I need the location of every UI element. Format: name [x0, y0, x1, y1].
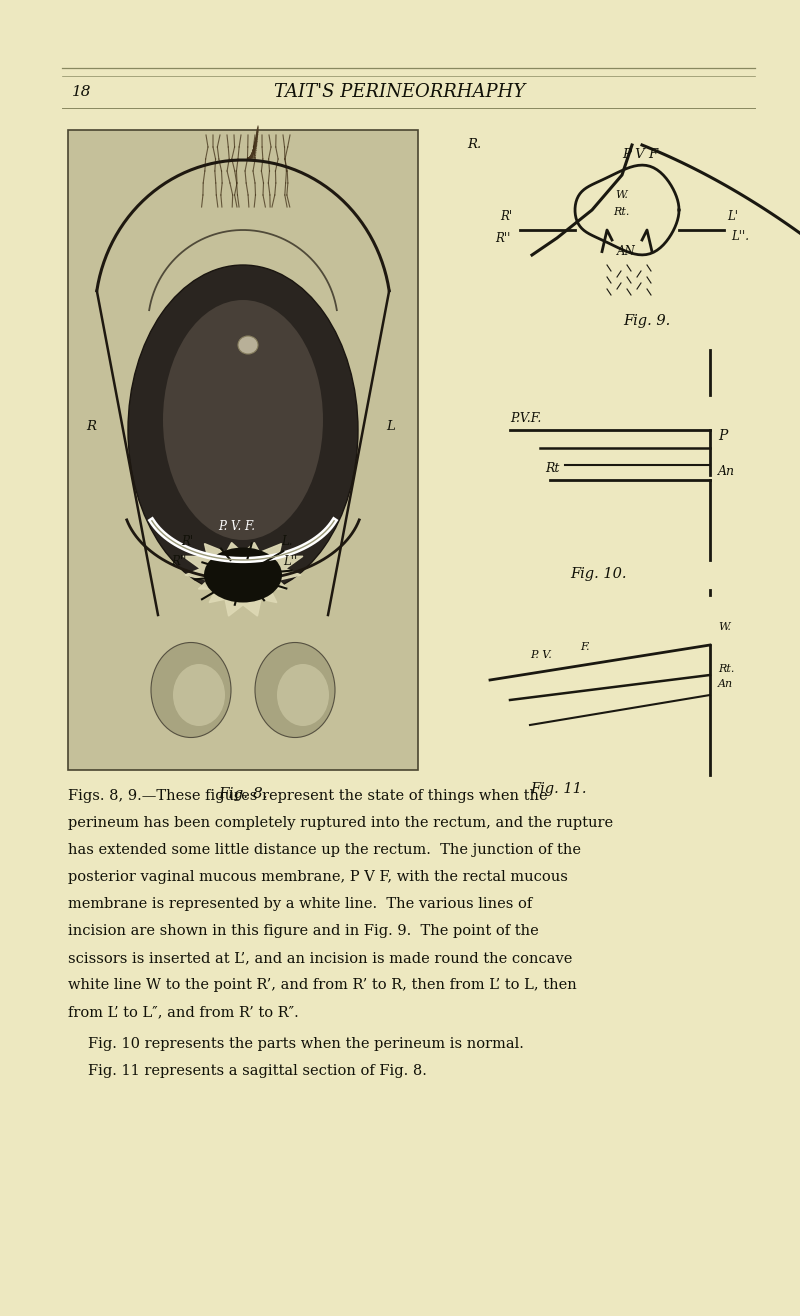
- Text: Rt.: Rt.: [613, 207, 630, 217]
- Text: P. V. F.: P. V. F.: [218, 520, 255, 533]
- Text: R'': R'': [495, 232, 510, 245]
- Text: Fig. 9.: Fig. 9.: [623, 315, 670, 328]
- Text: W.: W.: [615, 190, 628, 200]
- Text: L: L: [386, 420, 394, 433]
- Ellipse shape: [128, 265, 358, 595]
- Text: Rt.: Rt.: [718, 665, 734, 674]
- Text: Fig. 10 represents the parts when the perineum is normal.: Fig. 10 represents the parts when the pe…: [88, 1037, 524, 1051]
- Text: P. V.: P. V.: [530, 650, 552, 661]
- Text: 18: 18: [72, 86, 91, 99]
- Text: An: An: [718, 465, 735, 478]
- Polygon shape: [183, 542, 303, 616]
- Text: P V F: P V F: [622, 147, 658, 161]
- Text: incision are shown in this figure and in Fig. 9.  The point of the: incision are shown in this figure and in…: [68, 924, 538, 938]
- Bar: [68, 130, 418, 770]
- Ellipse shape: [151, 642, 231, 737]
- Text: L'': L'': [283, 555, 298, 569]
- Text: R': R': [181, 536, 193, 547]
- Text: from L’ to L″, and from R’ to R″.: from L’ to L″, and from R’ to R″.: [68, 1005, 298, 1019]
- Text: R'': R'': [171, 555, 186, 569]
- Text: white line W to the point R’, and from R’ to R, then from L’ to L, then: white line W to the point R’, and from R…: [68, 978, 577, 992]
- Text: R': R': [500, 211, 512, 222]
- Ellipse shape: [277, 665, 329, 726]
- Text: L''.: L''.: [731, 230, 749, 243]
- Text: AN: AN: [617, 245, 636, 258]
- Text: Fig. 8.: Fig. 8.: [218, 787, 268, 801]
- Text: scissors is inserted at L’, and an incision is made round the concave: scissors is inserted at L’, and an incis…: [68, 951, 572, 965]
- Text: membrane is represented by a white line.  The various lines of: membrane is represented by a white line.…: [68, 898, 532, 911]
- Ellipse shape: [163, 300, 323, 540]
- Text: TAIT'S PERINEORRHAPHY: TAIT'S PERINEORRHAPHY: [274, 83, 526, 101]
- Text: P.V.F.: P.V.F.: [510, 412, 542, 425]
- Text: Fig. 11.: Fig. 11.: [530, 782, 586, 796]
- Ellipse shape: [173, 665, 225, 726]
- Text: L.: L.: [281, 536, 293, 547]
- Text: posterior vaginal mucous membrane, P V F, with the rectal mucous: posterior vaginal mucous membrane, P V F…: [68, 870, 568, 884]
- Text: P: P: [718, 429, 727, 443]
- Text: R.: R.: [467, 138, 482, 151]
- Text: Figs. 8, 9.—These figures represent the state of things when the: Figs. 8, 9.—These figures represent the …: [68, 790, 548, 803]
- Text: An: An: [718, 679, 733, 690]
- Text: W.: W.: [718, 622, 731, 632]
- Ellipse shape: [204, 547, 282, 603]
- Text: has extended some little distance up the rectum.  The junction of the: has extended some little distance up the…: [68, 844, 581, 857]
- Text: Rt: Rt: [545, 462, 559, 475]
- Text: Fig. 11 represents a sagittal section of Fig. 8.: Fig. 11 represents a sagittal section of…: [88, 1065, 427, 1078]
- Text: Fig. 10.: Fig. 10.: [570, 567, 626, 580]
- Ellipse shape: [255, 642, 335, 737]
- Text: R: R: [86, 420, 96, 433]
- Text: F.: F.: [580, 642, 590, 651]
- Text: L': L': [727, 211, 738, 222]
- Text: perineum has been completely ruptured into the rectum, and the rupture: perineum has been completely ruptured in…: [68, 816, 613, 830]
- Ellipse shape: [238, 336, 258, 354]
